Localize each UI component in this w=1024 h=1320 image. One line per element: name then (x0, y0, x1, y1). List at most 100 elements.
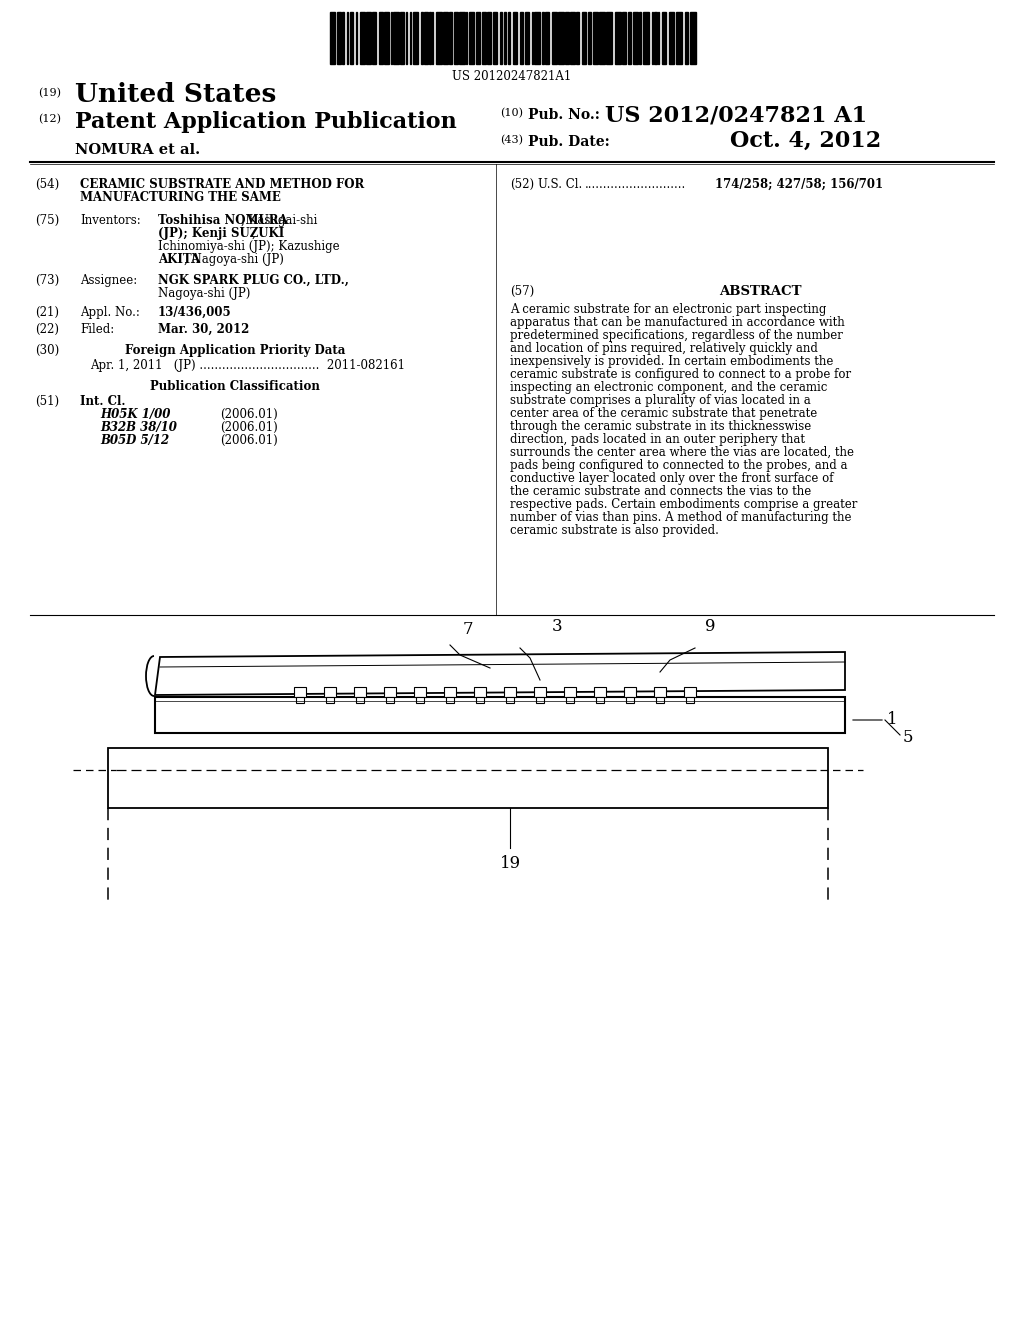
Bar (372, 12, 376, 63)
Bar (628, 12, 631, 63)
Bar (599, 12, 605, 63)
Text: (2006.01): (2006.01) (220, 408, 278, 421)
Bar (534, 686, 546, 697)
Bar (685, 12, 688, 63)
Bar (429, 12, 431, 63)
Text: apparatus that can be manufactured in accordance with: apparatus that can be manufactured in ac… (510, 315, 845, 329)
Bar (393, 12, 399, 63)
Bar (414, 686, 426, 697)
Text: 5: 5 (903, 730, 913, 747)
Bar (639, 12, 641, 63)
Text: (JP); Kenji SUZUKI: (JP); Kenji SUZUKI (158, 227, 285, 240)
Bar (588, 12, 591, 63)
Text: (51): (51) (35, 395, 59, 408)
Text: (21): (21) (35, 306, 59, 319)
Text: 1: 1 (887, 711, 898, 729)
Bar (454, 12, 458, 63)
Bar (443, 12, 449, 63)
Text: Apr. 1, 2011   (JP) ................................  2011-082161: Apr. 1, 2011 (JP) ......................… (90, 359, 406, 372)
Text: pads being configured to connected to the probes, and a: pads being configured to connected to th… (510, 459, 848, 473)
Bar (686, 697, 694, 704)
Text: 9: 9 (705, 618, 716, 635)
Bar (482, 12, 486, 63)
Bar (296, 697, 304, 704)
Text: H05K 1/00: H05K 1/00 (100, 408, 170, 421)
Text: 174/258; 427/58; 156/701: 174/258; 427/58; 156/701 (715, 178, 883, 191)
Text: ...........................: ........................... (585, 178, 686, 191)
Polygon shape (155, 652, 845, 696)
Bar (444, 686, 456, 697)
Text: United States: United States (75, 82, 276, 107)
Text: substrate comprises a plurality of vias located in a: substrate comprises a plurality of vias … (510, 393, 811, 407)
Bar (552, 12, 557, 63)
Bar (386, 697, 394, 704)
Bar (384, 686, 396, 697)
Text: US 20120247821A1: US 20120247821A1 (453, 70, 571, 83)
Text: conductive layer located only over the front surface of: conductive layer located only over the f… (510, 473, 834, 484)
Text: Foreign Application Priority Data: Foreign Application Priority Data (125, 345, 345, 356)
Text: Pub. No.:: Pub. No.: (528, 108, 600, 121)
Bar (504, 12, 506, 63)
Bar (294, 686, 306, 697)
Bar (575, 12, 579, 63)
Text: U.S. Cl.: U.S. Cl. (538, 178, 583, 191)
Bar (449, 12, 452, 63)
Bar (493, 12, 497, 63)
Bar (108, 748, 828, 808)
Text: US 2012/0247821 A1: US 2012/0247821 A1 (605, 106, 867, 127)
Bar (356, 697, 364, 704)
Bar (326, 697, 334, 704)
Bar (416, 697, 424, 704)
Bar (594, 686, 606, 697)
Text: respective pads. Certain embodiments comprise a greater: respective pads. Certain embodiments com… (510, 498, 857, 511)
Bar (424, 12, 428, 63)
Text: (73): (73) (35, 275, 59, 286)
Text: 19: 19 (500, 855, 520, 873)
Bar (354, 686, 366, 697)
Text: Inventors:: Inventors: (80, 214, 140, 227)
Polygon shape (155, 697, 845, 733)
Text: Nagoya-shi (JP): Nagoya-shi (JP) (158, 286, 251, 300)
Bar (656, 697, 664, 704)
Text: (54): (54) (35, 178, 59, 191)
Bar (337, 12, 341, 63)
Bar (536, 697, 544, 704)
Bar (662, 12, 666, 63)
Text: ceramic substrate is also provided.: ceramic substrate is also provided. (510, 524, 719, 537)
Text: (12): (12) (38, 114, 61, 124)
Text: (57): (57) (510, 285, 535, 298)
Text: Oct. 4, 2012: Oct. 4, 2012 (730, 129, 882, 152)
Bar (596, 697, 604, 704)
Text: Ichinomiya-shi (JP); Kazushige: Ichinomiya-shi (JP); Kazushige (158, 240, 340, 253)
Bar (684, 686, 696, 697)
Bar (643, 12, 649, 63)
Text: (2006.01): (2006.01) (220, 421, 278, 434)
Bar (565, 12, 569, 63)
Bar (413, 12, 418, 63)
Bar (384, 12, 389, 63)
Bar (626, 697, 634, 704)
Text: ,: , (252, 227, 255, 240)
Bar (474, 686, 486, 697)
Bar (421, 12, 423, 63)
Text: (75): (75) (35, 214, 59, 227)
Bar (506, 697, 514, 704)
Bar (469, 12, 474, 63)
Text: ceramic substrate is configured to connect to a probe for: ceramic substrate is configured to conne… (510, 368, 851, 381)
Text: (10): (10) (500, 108, 523, 119)
Bar (633, 12, 638, 63)
Text: NOMURA et al.: NOMURA et al. (75, 143, 200, 157)
Text: Toshihisa NOMURA: Toshihisa NOMURA (158, 214, 288, 227)
Bar (669, 12, 674, 63)
Bar (330, 12, 335, 63)
Bar (606, 12, 612, 63)
Bar (520, 12, 523, 63)
Text: Appl. No.:: Appl. No.: (80, 306, 140, 319)
Bar (654, 12, 657, 63)
Text: Assignee:: Assignee: (80, 275, 137, 286)
Text: number of vias than pins. A method of manufacturing the: number of vias than pins. A method of ma… (510, 511, 852, 524)
Text: predetermined specifications, regardless of the number: predetermined specifications, regardless… (510, 329, 843, 342)
Text: AKITA: AKITA (158, 253, 200, 267)
Text: Mar. 30, 2012: Mar. 30, 2012 (158, 323, 250, 337)
Text: , Kasugai-shi: , Kasugai-shi (242, 214, 317, 227)
